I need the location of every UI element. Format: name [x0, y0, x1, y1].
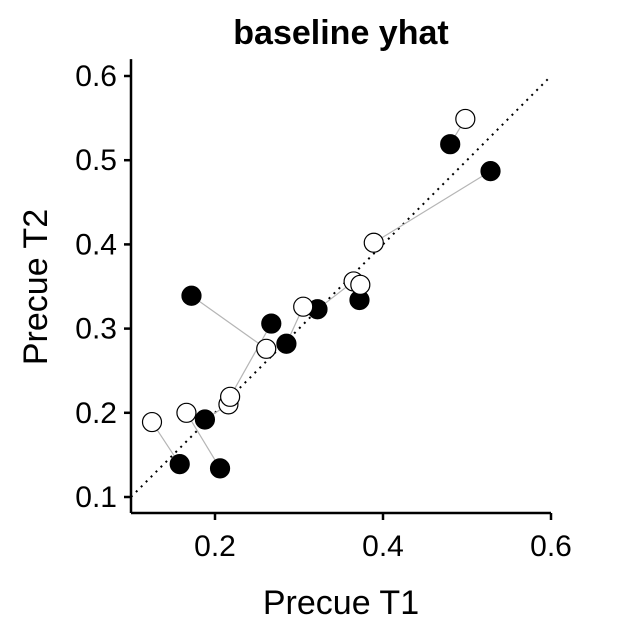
filled-point	[169, 454, 190, 475]
chart-title: baseline yhat	[233, 14, 448, 52]
y-tick-label: 0.1	[75, 481, 117, 514]
pair-connector-line	[191, 295, 267, 350]
open-point	[455, 108, 476, 130]
y-tick-label: 0.6	[75, 60, 117, 93]
filled-point	[276, 333, 297, 354]
x-axis-label: Precue T1	[263, 584, 419, 622]
filled-point	[194, 409, 216, 430]
x-tick-label: 0.6	[530, 530, 572, 563]
open-point	[350, 274, 371, 295]
open-point	[141, 411, 163, 433]
open-point	[176, 402, 197, 423]
pair-connector-line	[373, 170, 491, 244]
open-point	[293, 296, 314, 317]
y-tick-label: 0.4	[75, 228, 117, 261]
filled-point	[440, 134, 461, 155]
y-tick-label: 0.2	[75, 397, 117, 430]
y-tick-label: 0.5	[75, 144, 117, 177]
x-tick-label: 0.4	[362, 530, 404, 563]
pair-connector-line	[185, 412, 221, 469]
filled-point	[261, 313, 282, 334]
open-point	[256, 338, 277, 359]
y-axis-label: Precue T2	[17, 209, 55, 365]
y-tick-label: 0.3	[75, 313, 117, 346]
open-point	[220, 386, 241, 407]
open-point	[363, 232, 384, 253]
pair-connector-line	[229, 323, 272, 398]
x-tick-label: 0.2	[194, 530, 236, 563]
filled-point	[480, 161, 501, 182]
filled-point	[209, 458, 231, 479]
filled-point	[181, 285, 202, 306]
